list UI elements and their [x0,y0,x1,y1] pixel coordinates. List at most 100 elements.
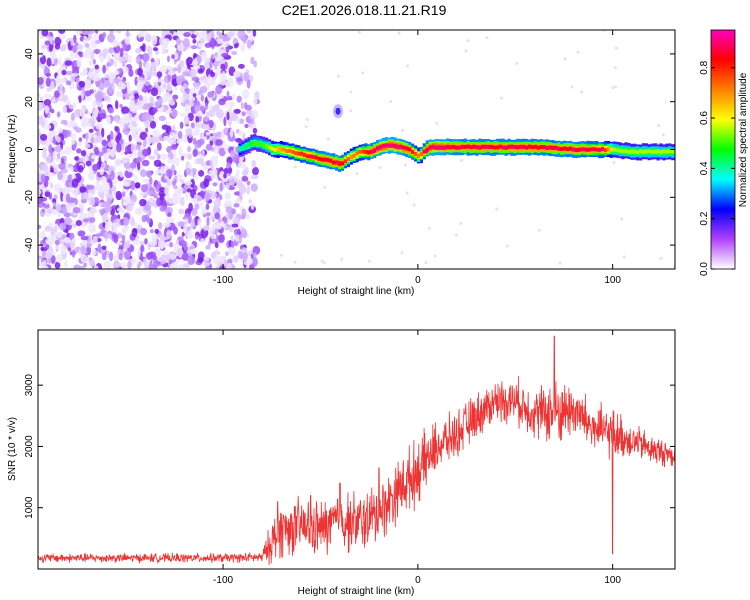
heatmap-ridge-cell [259,142,263,147]
heatmap-ridge-cell [314,155,318,160]
heatmap-noise-cell [211,54,215,60]
heatmap-noise-cell [242,169,248,177]
heatmap-noise-cell [42,149,47,159]
heatmap-noise-cell [214,212,220,220]
heatmap-y-tick-label: 20 [24,96,35,108]
heatmap-ridge-cell [668,149,672,154]
heatmap-noise-cell [183,223,188,234]
heatmap-noise-cell [52,150,58,160]
heatmap-noise-cell [204,42,212,48]
heatmap-noise-cell [250,183,258,192]
heatmap-noise-cell [76,77,80,83]
heatmap-noise-cell [241,208,247,219]
heatmap-noise-cell [126,152,134,158]
heatmap-ridge-cell [238,146,242,151]
heatmap-noise-cell [90,154,97,160]
heatmap-noise-cell [178,187,184,195]
heatmap-noise-cell [614,85,617,89]
heatmap-noise-cell [141,53,150,62]
heatmap-noise-cell [253,252,257,259]
heatmap-noise-cell [85,160,92,167]
heatmap-noise-cell [412,203,416,207]
heatmap-ridge-cell [256,141,260,145]
heatmap-noise-cell [169,100,176,106]
heatmap-noise-cell [239,118,245,124]
heatmap-noise-cell [217,93,224,99]
heatmap-noise-cell [167,55,170,63]
heatmap-noise-cell [45,238,52,244]
heatmap-ridge-cell [627,150,631,154]
heatmap-noise-cell [137,247,141,257]
heatmap-ridge-cell [411,150,415,154]
colorbar-axis: 0.0 0.2 0.4 0.6 0.8 [699,60,735,276]
heatmap-noise-cell [200,228,209,239]
heatmap-noise-cell [137,160,141,171]
heatmap-noise-cell [92,235,98,245]
heatmap-noise-cell [52,201,56,208]
heatmap-noise-cell [184,213,190,219]
heatmap-noise-cell [361,71,365,75]
heatmap-noise-cell [160,176,165,183]
heatmap-ridge-cell [449,145,453,150]
heatmap-noise-cell [495,207,499,211]
heatmap-noise-cell [252,166,259,176]
heatmap-noise-cell [241,175,249,182]
heatmap-noise-cell [427,227,431,230]
heatmap-noise-cell [58,222,67,231]
heatmap-noise-cell [142,103,151,111]
heatmap-ridge-cell [630,149,634,154]
heatmap-noise-cell [176,30,185,36]
heatmap-noise-cell [77,202,85,209]
heatmap-noise-cell [88,191,92,199]
heatmap-noise-cell [54,145,62,153]
heatmap-noise-cell [146,190,154,195]
heatmap-ridge-peak [571,147,577,151]
heatmap-noise-cell [191,30,195,34]
heatmap-ridge-cell [376,146,380,151]
heatmap-noise-cell [45,72,52,77]
heatmap-noise-cell [153,159,162,167]
heatmap-noise-cell [195,121,203,129]
heatmap-noise-cell [72,207,81,214]
heatmap-noise-cell [70,122,78,127]
snr-line [38,335,675,566]
heatmap-noise-cell [138,60,143,69]
snr-x-tick-label: 100 [604,575,621,586]
heatmap-noise-cell [56,152,61,159]
heatmap-noise-cell [113,254,119,262]
heatmap-noise-cell [186,233,194,239]
heatmap-ridge-cell [492,145,497,150]
heatmap-noise-cell [113,61,118,68]
heatmap-noise-cell [88,223,96,233]
heatmap-noise-cell [176,248,184,257]
heatmap-noise-cell [563,57,567,61]
heatmap-noise-cell [236,95,242,103]
heatmap-ridge-cell [343,159,347,164]
heatmap-ridge-cell [644,149,648,154]
heatmap-noise-cell [144,238,148,245]
heatmap-noise-cell [183,38,190,48]
heatmap-noise-cell [47,258,52,264]
heatmap-noise-cell [166,229,172,240]
heatmap-noise-cell [53,183,62,193]
heatmap-y-tick-label: -20 [24,190,35,205]
heatmap-ridge-cell [267,145,272,150]
heatmap-noise-cell [243,72,250,82]
heatmap-ridge-cell [323,157,327,162]
heatmap-ridge-cell [346,157,350,161]
heatmap-noise-cell [48,144,53,154]
heatmap-noise-cell [123,113,127,123]
heatmap-noise-cell [82,221,86,228]
heatmap-noise-cell [192,38,197,44]
heatmap-noise-cell [226,90,230,100]
heatmap-noise-cell [121,234,126,243]
heatmap-noise-cell [76,148,82,154]
heatmap-ridge-cell [241,146,245,151]
heatmap-noise-cell [148,155,156,160]
heatmap-noise-cell [207,91,215,98]
heatmap-noise-cell [172,194,181,205]
heatmap-noise-cell [166,136,173,143]
heatmap-noise-cell [201,30,208,39]
heatmap-noise-cell [140,184,149,193]
heatmap-noise-cell [192,92,197,98]
